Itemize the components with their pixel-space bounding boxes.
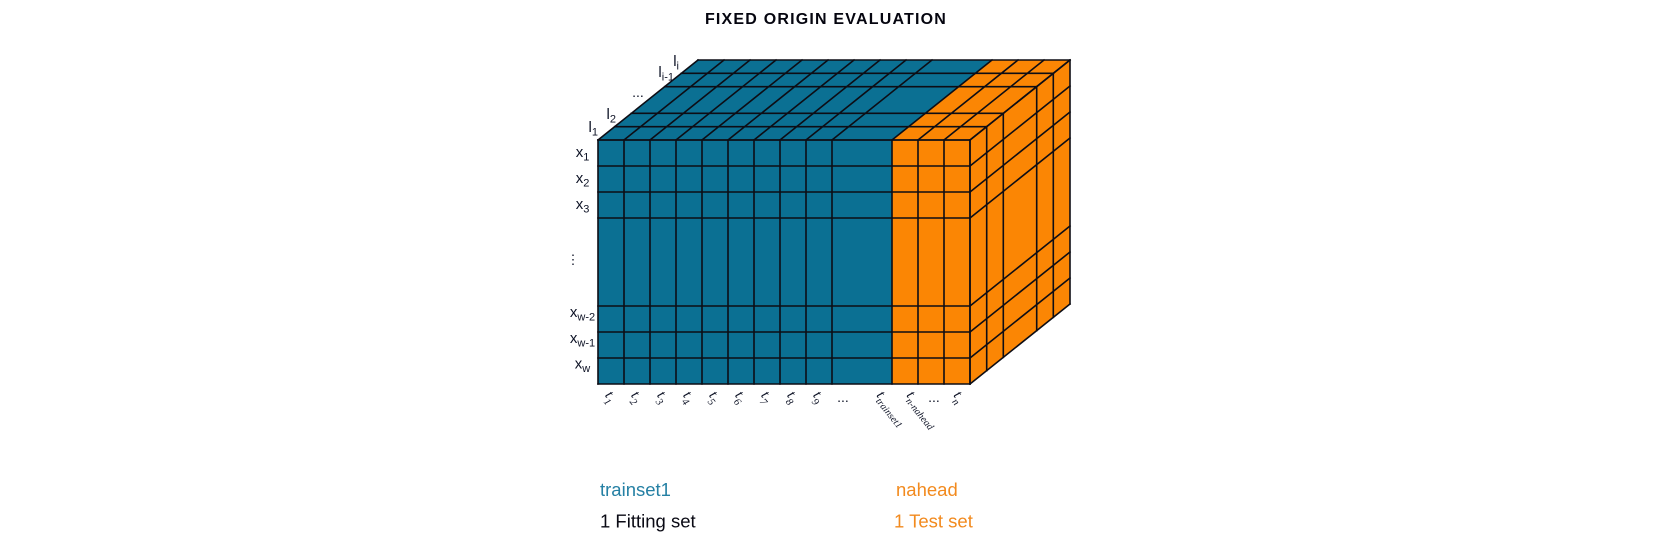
svg-text:nahead: nahead [896,479,958,500]
svg-text:⋮: ⋮ [567,252,580,267]
svg-text:FIXED ORIGIN EVALUATION: FIXED ORIGIN EVALUATION [705,11,947,28]
svg-text:1 Fitting set: 1 Fitting set [600,511,696,532]
svg-text:trainset1: trainset1 [600,479,671,500]
svg-text:...: ... [928,389,940,405]
svg-text:li: li [673,53,679,73]
svg-text:...: ... [632,84,644,100]
svg-text:l1: l1 [589,119,598,139]
svg-text:...: ... [837,389,849,405]
svg-text:l2: l2 [607,106,616,126]
svg-text:1 Test set: 1 Test set [894,511,973,532]
